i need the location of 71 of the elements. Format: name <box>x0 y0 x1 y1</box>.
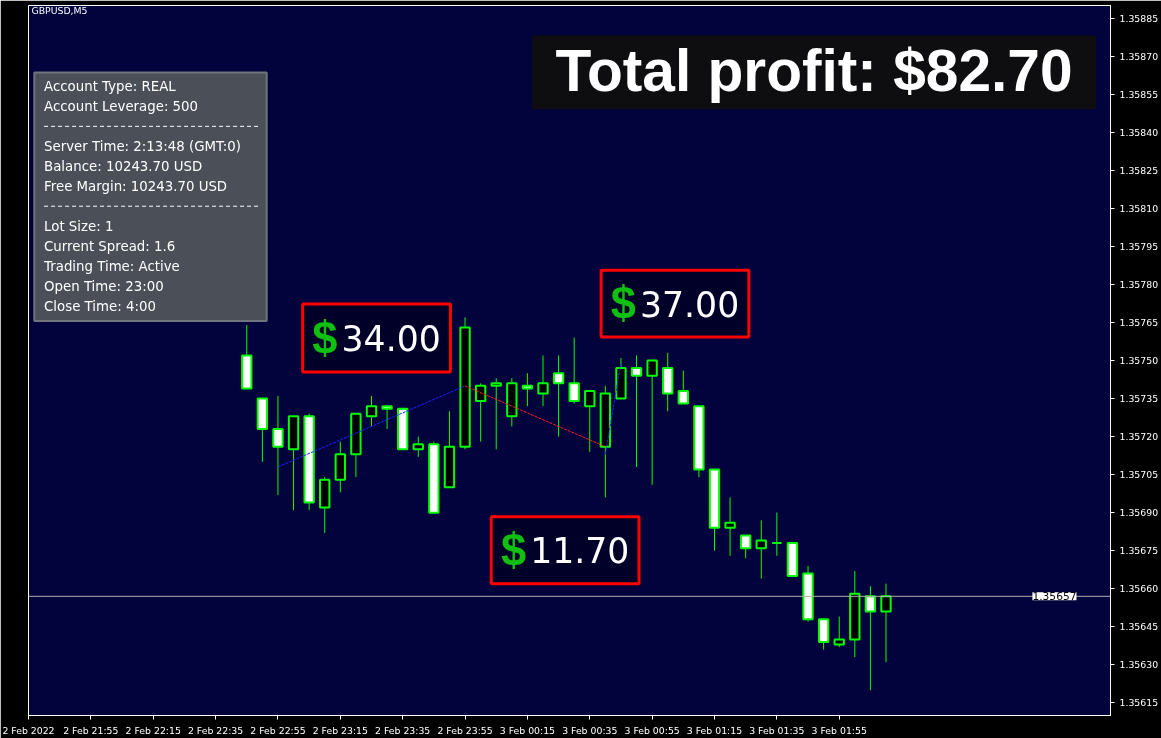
annotation: $34.00 <box>312 312 441 364</box>
candlestick <box>755 519 767 580</box>
annotation: Free Margin: 10243.70 USD <box>44 178 228 194</box>
y-tick-label: 1.35750 <box>1119 355 1159 366</box>
x-tick-label: 2 Feb 22:15 <box>125 724 181 736</box>
candlestick <box>365 395 378 427</box>
y-tick-label: 1.35870 <box>1119 50 1159 62</box>
y-tick-label: 1.35660 <box>1119 583 1159 595</box>
candlestick <box>880 583 892 663</box>
x-tick-label: 2 Feb 23:55 <box>437 724 493 736</box>
chart-title: GBPUSD,M5 <box>31 4 88 16</box>
x-tick-label: 3 Feb 00:35 <box>562 724 618 736</box>
x-tick-label: 3 Feb 01:15 <box>686 724 743 736</box>
y-tick-label: 1.35645 <box>1119 621 1159 633</box>
annotation: Trading Time: Active <box>43 258 180 274</box>
x-tick-label: 3 Feb 01:35 <box>749 724 805 736</box>
ref-line-label: 1.35657 <box>1032 590 1077 604</box>
candlestick <box>771 512 783 557</box>
x-tick-label: 2 Feb 22:35 <box>187 724 244 736</box>
candlestick <box>584 389 596 453</box>
x-tick-label: 3 Feb 01:55 <box>811 724 867 736</box>
y-tick-label: 1.35735 <box>1119 393 1159 405</box>
y-tick-label: 1.35705 <box>1119 469 1159 481</box>
y-tick-label: 1.35885 <box>1119 12 1159 24</box>
candlestick <box>740 534 752 559</box>
candlestick <box>724 496 736 557</box>
candlestick <box>817 618 830 651</box>
candlestick <box>272 395 284 496</box>
candlestick <box>552 354 565 438</box>
x-tick-label: 2 Feb 22:55 <box>250 724 306 736</box>
y-tick-label: 1.35840 <box>1119 126 1159 138</box>
y-tick-label: 1.35765 <box>1119 316 1159 328</box>
y-tick-label: 1.35720 <box>1119 431 1159 443</box>
candlestick <box>521 372 534 407</box>
annotation: Close Time: 4:00 <box>44 298 156 314</box>
annotation: $11.70 <box>500 524 630 576</box>
annotation: Total profit: $82.70 <box>555 37 1073 103</box>
y-tick-label: 1.35855 <box>1119 88 1159 100</box>
y-tick-label: 1.35780 <box>1119 278 1159 290</box>
annotation: Lot Size: 1 <box>44 218 114 234</box>
x-tick-label: 3 Feb 00:15 <box>499 724 556 736</box>
candlestick <box>864 585 877 691</box>
annotation: Balance: 10243.70 USD <box>44 158 203 174</box>
x-tick-label: 3 Feb 00:55 <box>624 724 680 736</box>
y-tick-label: 1.35810 <box>1119 202 1159 214</box>
candlestick <box>474 382 487 443</box>
annotation: Current Spread: 1.6 <box>44 238 176 254</box>
candlestick <box>537 354 549 407</box>
candlestick <box>677 370 689 405</box>
y-tick-label: 1.35825 <box>1119 164 1159 176</box>
x-tick-label: 2 Feb 2022 <box>2 724 55 736</box>
y-tick-label: 1.35630 <box>1119 659 1159 671</box>
candlestick <box>568 337 580 405</box>
annotation: Account Leverage: 500 <box>44 98 199 114</box>
annotation: Open Time: 23:00 <box>44 278 164 294</box>
candlestick <box>833 616 845 648</box>
y-tick-label: 1.35675 <box>1119 545 1159 557</box>
annotation: Server Time: 2:13:48 (GMT:0) <box>44 138 241 154</box>
candlestick <box>630 354 643 468</box>
y-tick-label: 1.35690 <box>1119 507 1159 519</box>
x-tick-label: 2 Feb 23:35 <box>375 724 431 736</box>
y-tick-label: 1.35795 <box>1119 240 1159 252</box>
candlestick <box>646 359 658 486</box>
candlestick <box>490 377 502 450</box>
x-tick-label: 2 Feb 21:55 <box>63 724 119 736</box>
y-tick-label: 1.35615 <box>1119 697 1159 709</box>
candlestick <box>381 405 393 430</box>
x-tick-label: 2 Feb 23:15 <box>312 724 369 736</box>
annotation: Account Type: REAL <box>44 78 177 94</box>
candlestick <box>412 436 424 458</box>
annotation: $37.00 <box>610 278 740 330</box>
